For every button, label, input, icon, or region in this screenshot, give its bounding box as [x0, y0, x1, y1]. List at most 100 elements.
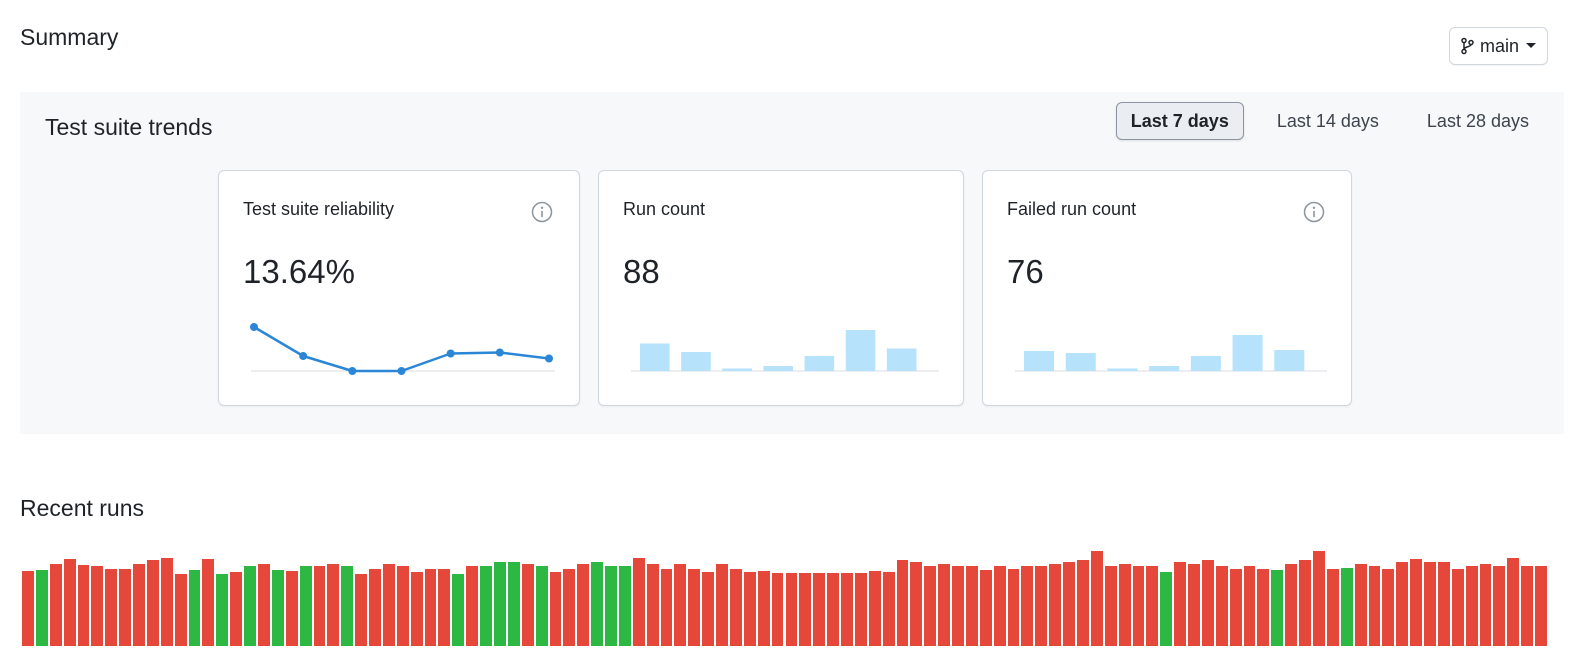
- branch-select-button[interactable]: main: [1448, 27, 1548, 65]
- run-bar-failed[interactable]: [549, 572, 562, 646]
- run-bar-failed[interactable]: [757, 571, 770, 646]
- run-bar-failed[interactable]: [1507, 558, 1520, 646]
- run-bar-failed[interactable]: [827, 573, 840, 646]
- run-bar-failed[interactable]: [702, 572, 715, 646]
- run-bar-failed[interactable]: [785, 573, 798, 646]
- info-icon[interactable]: [1303, 201, 1325, 223]
- run-bar-passed[interactable]: [341, 566, 354, 646]
- run-bar-failed[interactable]: [1090, 551, 1103, 646]
- run-bar-passed[interactable]: [507, 562, 520, 646]
- run-bar-failed[interactable]: [22, 571, 34, 646]
- run-bar-failed[interactable]: [160, 558, 173, 646]
- run-bar-failed[interactable]: [327, 564, 340, 646]
- run-bar-failed[interactable]: [965, 566, 978, 646]
- run-bar-failed[interactable]: [1410, 559, 1423, 646]
- run-bar-failed[interactable]: [813, 573, 826, 646]
- run-bar-passed[interactable]: [1160, 572, 1173, 646]
- run-bar-passed[interactable]: [271, 570, 284, 646]
- run-bar-failed[interactable]: [49, 564, 62, 646]
- run-bar-failed[interactable]: [1243, 566, 1256, 646]
- run-bar-failed[interactable]: [743, 572, 756, 646]
- run-bar-failed[interactable]: [1299, 560, 1311, 646]
- run-bar-failed[interactable]: [63, 559, 76, 646]
- run-bar-failed[interactable]: [146, 560, 159, 646]
- run-bar-failed[interactable]: [1104, 566, 1117, 646]
- run-bar-passed[interactable]: [591, 562, 604, 646]
- run-bar-failed[interactable]: [466, 566, 479, 646]
- run-bar-failed[interactable]: [521, 564, 534, 646]
- tab-last-14-days[interactable]: Last 14 days: [1276, 110, 1379, 131]
- run-bar-failed[interactable]: [1201, 560, 1214, 646]
- run-bar-failed[interactable]: [1437, 562, 1450, 646]
- run-bar-failed[interactable]: [938, 564, 951, 646]
- run-bar-failed[interactable]: [1229, 569, 1242, 646]
- run-bar-failed[interactable]: [924, 566, 937, 646]
- run-bar-failed[interactable]: [799, 573, 812, 646]
- run-bar-failed[interactable]: [1021, 566, 1034, 646]
- run-bar-failed[interactable]: [202, 559, 215, 646]
- info-icon[interactable]: [531, 201, 553, 223]
- run-bar-passed[interactable]: [1340, 568, 1353, 646]
- run-bar-failed[interactable]: [1077, 560, 1089, 646]
- run-bar-failed[interactable]: [1313, 551, 1325, 646]
- run-bar-failed[interactable]: [105, 569, 118, 646]
- run-bar-failed[interactable]: [257, 564, 270, 646]
- run-bar-failed[interactable]: [868, 571, 881, 646]
- run-bar-failed[interactable]: [577, 564, 590, 646]
- run-bar-failed[interactable]: [1146, 566, 1159, 646]
- run-bar-failed[interactable]: [993, 566, 1006, 646]
- run-bar-failed[interactable]: [1049, 564, 1062, 646]
- run-bar-passed[interactable]: [452, 574, 465, 646]
- run-bar-failed[interactable]: [1354, 564, 1367, 646]
- run-bar-failed[interactable]: [674, 564, 687, 646]
- run-bar-failed[interactable]: [1451, 569, 1464, 646]
- run-bar-failed[interactable]: [841, 573, 853, 646]
- run-bar-failed[interactable]: [1535, 566, 1547, 646]
- run-bar-passed[interactable]: [618, 566, 631, 646]
- tab-last-7-days[interactable]: Last 7 days: [1115, 102, 1244, 140]
- run-bar-passed[interactable]: [35, 570, 48, 646]
- run-bar-failed[interactable]: [632, 558, 645, 646]
- run-bar-failed[interactable]: [77, 565, 90, 646]
- run-bar-failed[interactable]: [410, 572, 423, 646]
- run-bar-failed[interactable]: [1493, 566, 1506, 646]
- run-bar-failed[interactable]: [979, 570, 992, 646]
- run-bar-failed[interactable]: [1188, 564, 1200, 646]
- run-bar-failed[interactable]: [1063, 562, 1075, 646]
- run-bar-passed[interactable]: [480, 566, 492, 646]
- run-bar-failed[interactable]: [660, 569, 673, 646]
- run-bar-failed[interactable]: [1424, 562, 1436, 646]
- run-bar-failed[interactable]: [230, 572, 243, 646]
- tab-last-28-days[interactable]: Last 28 days: [1426, 110, 1529, 131]
- run-bar-failed[interactable]: [396, 566, 409, 646]
- run-bar-passed[interactable]: [493, 562, 506, 646]
- run-bar-failed[interactable]: [1174, 562, 1187, 646]
- run-bar-failed[interactable]: [119, 569, 132, 646]
- run-bar-failed[interactable]: [716, 564, 728, 646]
- run-bar-failed[interactable]: [91, 566, 104, 646]
- run-bar-failed[interactable]: [313, 566, 326, 646]
- run-bar-failed[interactable]: [952, 566, 964, 646]
- run-bar-failed[interactable]: [854, 573, 867, 646]
- run-bar-failed[interactable]: [438, 569, 451, 646]
- run-bar-failed[interactable]: [133, 564, 145, 646]
- run-bar-failed[interactable]: [882, 572, 895, 646]
- run-bar-failed[interactable]: [688, 569, 701, 646]
- run-bar-failed[interactable]: [1285, 564, 1298, 646]
- run-bar-failed[interactable]: [369, 569, 381, 646]
- run-bar-failed[interactable]: [1007, 569, 1020, 646]
- run-bar-passed[interactable]: [188, 570, 201, 646]
- run-bar-passed[interactable]: [535, 566, 548, 646]
- run-bar-passed[interactable]: [1271, 570, 1284, 646]
- run-bar-failed[interactable]: [1257, 569, 1270, 646]
- run-bar-failed[interactable]: [285, 571, 298, 646]
- run-bar-failed[interactable]: [1215, 566, 1228, 646]
- run-bar-failed[interactable]: [1479, 564, 1492, 646]
- run-bar-failed[interactable]: [1035, 566, 1048, 646]
- run-bar-failed[interactable]: [355, 574, 368, 646]
- run-bar-failed[interactable]: [1326, 569, 1339, 646]
- run-bar-failed[interactable]: [729, 569, 742, 646]
- run-bar-failed[interactable]: [1396, 562, 1409, 646]
- run-bar-failed[interactable]: [382, 564, 395, 646]
- run-bar-failed[interactable]: [1118, 564, 1131, 646]
